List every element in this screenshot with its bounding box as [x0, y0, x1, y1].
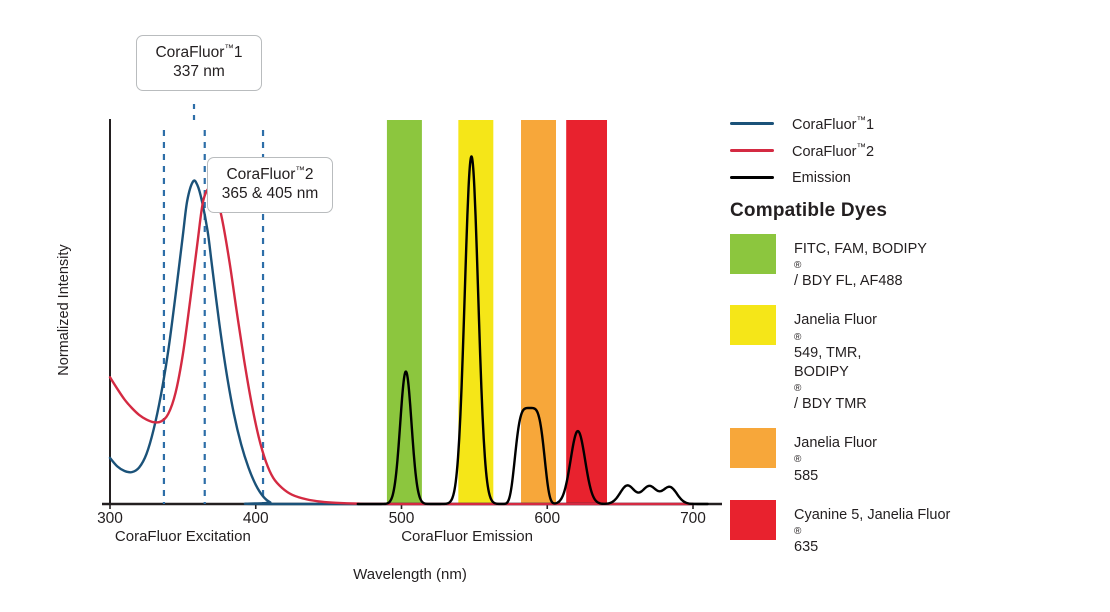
trademark-icon: ™ — [856, 141, 866, 153]
legend-item-label: CoraFluor™1 — [792, 114, 875, 133]
series-curve — [108, 185, 695, 506]
trademark-icon: ™ — [224, 43, 234, 54]
dye-row: FITC, FAM, BODIPY ® / BDY FL, AF488 — [730, 234, 1100, 291]
dye-color-swatch — [730, 234, 776, 274]
series-curve — [108, 179, 695, 506]
dye-label-line: BODIPY ® / BDY TMR — [794, 363, 877, 414]
legend-line-swatch — [730, 122, 774, 125]
dye-color-swatch — [730, 499, 776, 540]
legend-item: CoraFluor™2 — [730, 137, 1090, 164]
compatible-dyes-title: Compatible Dyes — [730, 200, 888, 221]
legend-line-swatch — [730, 149, 774, 152]
dye-row: Cyanine 5, Janelia Fluor ® 635 — [730, 499, 1100, 557]
x-tick-label: 700 — [680, 510, 706, 527]
registered-icon: ® — [794, 454, 802, 466]
registered-icon: ® — [794, 260, 802, 272]
dye-label: Janelia Fluor ® 549, TMR, BODIPY ® / BDY TMR — [794, 305, 877, 414]
trademark-icon: ™ — [856, 114, 866, 126]
y-axis-title: Normalized Intensity — [56, 244, 72, 376]
dye-label-line: Janelia Fluor ® 549, TMR, — [794, 312, 878, 361]
region-label-excitation: CoraFluor Excitation — [114, 528, 251, 545]
legend: CoraFluor™1 CoraFluor™2 Emission — [730, 110, 1090, 191]
dye-label-line: Janelia Fluor ® 585 — [794, 435, 878, 484]
series-curve — [356, 155, 709, 506]
dye-row: Janelia Fluor ® 585 — [730, 428, 1100, 485]
x-tick-label: 300 — [97, 510, 123, 527]
region-label-emission: CoraFluor Emission — [401, 528, 533, 545]
dye-color-swatch — [730, 305, 776, 346]
dye-label-line: Cyanine 5, Janelia Fluor ® 635 — [794, 506, 951, 556]
emission-band — [386, 120, 422, 504]
x-tick-label: 400 — [242, 510, 269, 527]
callout-2-line1: CoraFluor™2 — [226, 165, 314, 184]
dye-row: Janelia Fluor ® 549, TMR, BODIPY ® / BDY TMR — [730, 305, 1100, 414]
legend-item: Emission — [730, 164, 1090, 191]
emission-band — [521, 120, 556, 504]
callout-1-line1: CoraFluor™1 — [155, 43, 243, 62]
trademark-icon: ™ — [295, 165, 305, 176]
legend-line-swatch — [730, 176, 774, 179]
callout-2-line2: 365 & 405 nm — [221, 185, 319, 203]
legend-item: CoraFluor™1 — [730, 110, 1090, 137]
dye-label: FITC, FAM, BODIPY ® / BDY FL, AF488 — [794, 234, 927, 291]
x-axis-title: Wavelength (nm) — [353, 566, 467, 583]
legend-item-label: Emission — [792, 169, 851, 186]
compatible-dyes-list: FITC, FAM, BODIPY ® / BDY FL, AF488 Janelia… — [730, 234, 1100, 571]
legend-item-label: CoraFluor™2 — [792, 141, 875, 160]
dye-label-line: FITC, FAM, BODIPY ® / BDY FL, AF488 — [794, 241, 927, 290]
callout-corafluor1: CoraFluor™1 337 nm — [136, 35, 262, 91]
x-tick-label: 600 — [534, 510, 561, 527]
registered-icon: ® — [794, 525, 802, 537]
dye-label: Janelia Fluor ® 585 — [794, 428, 877, 485]
callout-corafluor2: CoraFluor™2 365 & 405 nm — [207, 157, 333, 213]
callout-1-line2: 337 nm — [173, 63, 225, 81]
dye-color-swatch — [730, 428, 776, 469]
registered-icon: ® — [794, 331, 802, 343]
dye-label: Cyanine 5, Janelia Fluor ® 635 — [794, 500, 950, 557]
x-tick-label: 500 — [388, 510, 415, 527]
registered-icon: ® — [794, 383, 802, 394]
